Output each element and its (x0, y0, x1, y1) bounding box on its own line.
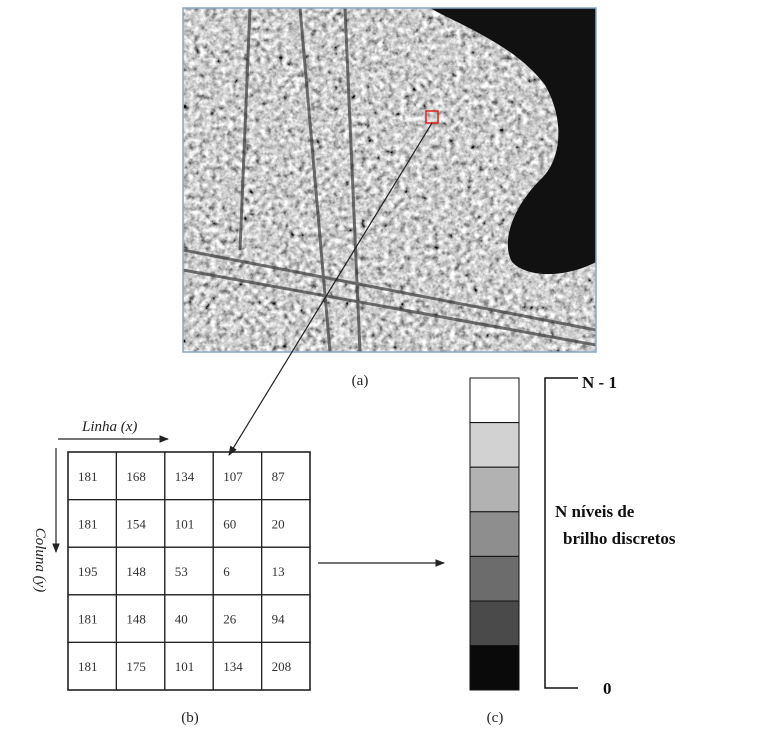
caption-a: (a) (352, 373, 369, 389)
cell-value: 60 (223, 516, 236, 531)
cell-value: 181 (78, 659, 98, 674)
cell-value: 148 (126, 564, 145, 579)
cell-value: 40 (175, 612, 188, 627)
cell-value: 87 (272, 469, 286, 484)
cell-value: 181 (78, 469, 98, 484)
grid-cell (262, 452, 310, 500)
grid-cell (165, 595, 213, 643)
bottom-label: 0 (603, 679, 612, 698)
cell-value: 107 (223, 469, 243, 484)
top-label: N - 1 (582, 373, 617, 392)
cell-value: 6 (223, 564, 230, 579)
level (470, 467, 519, 512)
cell-value: 20 (272, 516, 285, 531)
page: Diagram {"image_caption": "(a)", "grid":… (0, 0, 765, 751)
cell-value: 94 (272, 612, 286, 627)
cell-value: 134 (223, 659, 243, 674)
grid-cell (262, 500, 310, 548)
level (470, 646, 519, 690)
cell-value: 195 (78, 564, 98, 579)
caption-c: (c) (487, 710, 504, 726)
cell-value: 168 (126, 469, 145, 484)
row-label: Linha (x) (81, 419, 137, 435)
level (470, 601, 519, 646)
level (470, 423, 519, 468)
cell-value: 13 (272, 564, 285, 579)
grid-cell (262, 547, 310, 595)
cell-value: 154 (126, 516, 146, 531)
body: (a) Linha (x) Coluna (y) 181168134107871… (0, 0, 765, 751)
gray-scale (470, 378, 519, 690)
cell-value: 208 (272, 659, 292, 674)
cell-value: 181 (78, 516, 98, 531)
grid-cell (213, 500, 261, 548)
aerial-image (183, 8, 596, 352)
grid-cell (213, 595, 261, 643)
level (470, 378, 519, 423)
cell-value: 181 (78, 612, 98, 627)
column-label: Coluna (y) (32, 528, 48, 593)
cell-value: 101 (175, 659, 195, 674)
cell-value: 53 (175, 564, 188, 579)
description: N níveis de (555, 502, 635, 521)
description: brilho discretos (563, 529, 676, 548)
cell-value: 148 (126, 612, 145, 627)
grid-cell (213, 547, 261, 595)
pixel-grid: 181 168 134 107 87 181 154 101 60 20 195 148 53 6 13 18… (68, 452, 310, 690)
grid-cell (262, 595, 310, 643)
figure: (a) Linha (x) Coluna (y) 181168134107871… (0, 0, 765, 751)
caption-b: (b) (181, 710, 199, 726)
grid-cell (165, 547, 213, 595)
cell-value: 26 (223, 612, 237, 627)
cell-value: 134 (175, 469, 195, 484)
level (470, 512, 519, 557)
level (470, 556, 519, 601)
cell-value: 101 (175, 516, 195, 531)
cell-value: 175 (126, 659, 145, 674)
